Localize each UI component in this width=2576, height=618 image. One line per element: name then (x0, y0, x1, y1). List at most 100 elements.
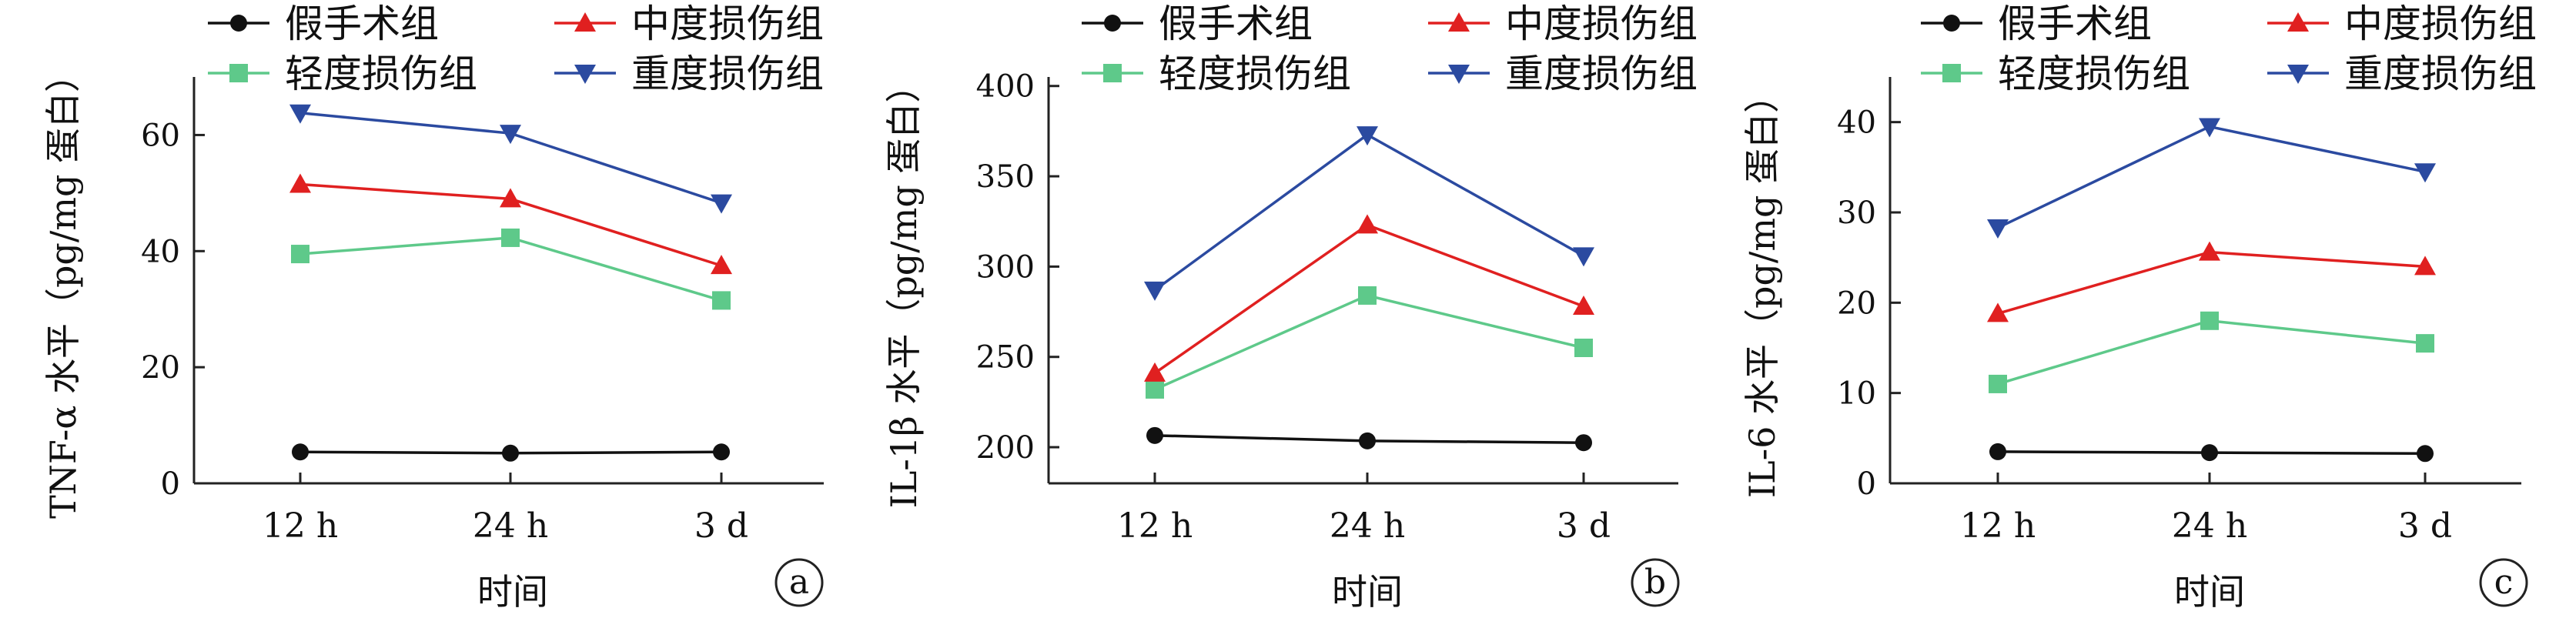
legend-label-moderate: 中度损伤组 (2344, 2, 2537, 46)
data-point-mild (291, 245, 309, 264)
y-tick-label: 300 (976, 249, 1035, 285)
y-tick-label: 40 (141, 234, 180, 269)
legend-marker-sham (1104, 15, 1121, 32)
legend-marker-severe (574, 65, 596, 84)
x-tick-label: 3 d (1557, 506, 1611, 546)
y-tick-label: 30 (1837, 195, 1876, 231)
y-axis-title: TNF-α 水平（pg/mg 蛋白） (42, 57, 84, 519)
legend-label-moderate: 中度损伤组 (1505, 2, 1698, 46)
data-point-severe (500, 125, 521, 145)
legend-marker-severe (2287, 65, 2309, 84)
data-point-sham (2201, 444, 2218, 462)
series-line-mild (1154, 294, 1584, 391)
y-tick-label: 350 (976, 159, 1035, 195)
y-tick-label: 10 (1837, 376, 1876, 412)
panel-letter: b (1644, 563, 1666, 602)
data-point-severe (289, 104, 311, 124)
panel-letter: c (2494, 563, 2514, 602)
chart-panel-a: 0 20 40 60 12 h 24 h 3 d 时间 TNF-α 水平（pg/mg 蛋白） 假手… (42, 2, 824, 613)
data-point-mild (2416, 334, 2434, 353)
y-tick-label: 20 (141, 350, 180, 386)
data-point-severe (2199, 118, 2220, 138)
series-line-moderate (1997, 250, 2426, 316)
legend-marker-mild (1103, 64, 1122, 82)
legend-marker-mild (1942, 64, 1961, 82)
legend-label-sham: 假手术组 (285, 2, 439, 46)
data-point-sham (1359, 432, 1376, 449)
data-point-sham (2417, 445, 2434, 463)
x-axis-title: 时间 (477, 571, 548, 613)
data-point-sham (713, 443, 730, 461)
chart-panel-b: 200 250 300 350 400 12 h 24 h 3 d 时间 IL-1β 水平（pg/… (883, 2, 1698, 613)
x-tick-label: 12 h (263, 506, 338, 546)
data-point-moderate (500, 188, 521, 208)
legend-label-severe: 重度损伤组 (631, 52, 824, 96)
data-point-moderate (2414, 256, 2436, 276)
legend-label-sham: 假手术组 (1998, 2, 2152, 46)
panel-letter-circle (1631, 558, 1680, 607)
legend-label-mild: 轻度损伤组 (1159, 52, 1351, 96)
data-point-moderate (711, 255, 732, 275)
legend-marker-sham (230, 15, 247, 32)
series-line-severe (1997, 125, 2426, 229)
data-point-moderate (1144, 362, 1166, 382)
data-point-mild (712, 291, 731, 310)
y-tick-label: 400 (976, 69, 1035, 105)
legend-label-mild: 轻度损伤组 (285, 52, 477, 96)
data-point-sham (1146, 426, 1163, 444)
legend-marker-mild (229, 64, 248, 82)
legend-label-severe: 重度损伤组 (1505, 52, 1698, 96)
y-tick-label: 0 (1857, 466, 1876, 502)
data-point-sham (1575, 434, 1592, 452)
y-tick-label: 200 (976, 430, 1035, 466)
legend-marker-moderate (2287, 12, 2309, 32)
data-point-severe (2414, 163, 2436, 183)
series-line-mild (299, 236, 722, 302)
data-point-severe (1144, 281, 1166, 301)
data-point-mild (1146, 379, 1164, 399)
series-line-mild (1997, 319, 2426, 386)
data-point-severe (1357, 126, 1378, 146)
x-axis-title: 时间 (2174, 571, 2245, 613)
x-tick-label: 3 d (694, 506, 748, 546)
y-tick-label: 20 (1837, 286, 1876, 321)
data-point-sham (502, 444, 519, 462)
data-point-moderate (1987, 302, 2009, 322)
data-point-severe (1987, 219, 2009, 239)
data-point-mild (2200, 311, 2219, 330)
y-tick-label: 250 (976, 340, 1035, 376)
data-point-moderate (2199, 241, 2220, 261)
data-point-mild (1358, 286, 1377, 305)
x-tick-label: 12 h (1960, 506, 2036, 546)
panel-letter-circle (774, 558, 824, 607)
data-point-severe (1573, 247, 1594, 267)
y-axis-title: IL-1β 水平（pg/mg 蛋白） (883, 68, 925, 509)
legend-marker-sham (1943, 15, 1960, 32)
legend-label-moderate: 中度损伤组 (631, 2, 824, 46)
y-tick-label: 0 (161, 466, 180, 502)
x-tick-label: 24 h (473, 506, 548, 546)
x-tick-label: 24 h (2172, 506, 2247, 546)
x-tick-label: 24 h (1330, 506, 1405, 546)
legend-label-mild: 轻度损伤组 (1998, 52, 2190, 96)
data-point-mild (1574, 339, 1593, 357)
panel-letter: a (789, 563, 809, 602)
y-tick-label: 40 (1837, 105, 1876, 141)
data-point-moderate (1357, 214, 1378, 234)
chart-panel-c: 0 10 20 30 40 12 h 24 h 3 d 时间 IL-6 水平（pg/mg 蛋白） 假… (1741, 2, 2537, 613)
data-point-moderate (289, 173, 311, 193)
legend-label-severe: 重度损伤组 (2344, 52, 2537, 96)
data-point-sham (292, 443, 309, 461)
x-axis-title: 时间 (1332, 571, 1403, 613)
x-tick-label: 12 h (1117, 506, 1193, 546)
data-point-severe (711, 194, 732, 214)
legend-marker-moderate (574, 12, 596, 32)
y-tick-label: 60 (141, 118, 180, 153)
y-axis-title: IL-6 水平（pg/mg 蛋白） (1741, 78, 1783, 498)
data-point-sham (1989, 443, 2006, 460)
x-tick-label: 3 d (2398, 506, 2452, 546)
data-point-mild (1989, 374, 2007, 393)
legend-marker-moderate (1448, 12, 1470, 32)
panel-letter-circle (2479, 558, 2528, 607)
